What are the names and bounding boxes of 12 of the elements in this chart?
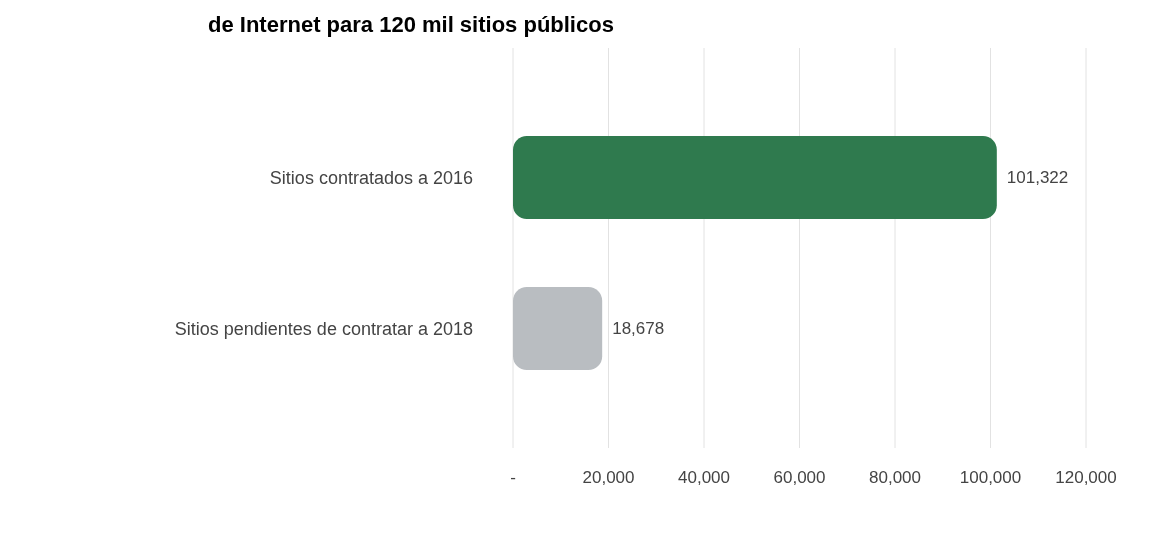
chart-title: de Internet para 120 mil sitios públicos: [208, 12, 614, 37]
x-tick-label: 20,000: [582, 468, 635, 487]
y-tick-label: Sitios pendientes de contratar a 2018: [174, 318, 473, 339]
data-label: 18,678: [612, 319, 665, 339]
x-tick-label: 80,000: [869, 468, 921, 487]
x-tick-label: 60,000: [773, 468, 826, 487]
data-label: 101,322: [1006, 168, 1069, 188]
y-tick-label: Sitios contratados a 2016: [269, 167, 473, 188]
x-tick-label: 120,000: [1055, 468, 1117, 487]
x-tick-label: -: [510, 468, 516, 487]
x-tick-label: 40,000: [678, 468, 730, 487]
x-tick-label: 100,000: [959, 468, 1022, 487]
